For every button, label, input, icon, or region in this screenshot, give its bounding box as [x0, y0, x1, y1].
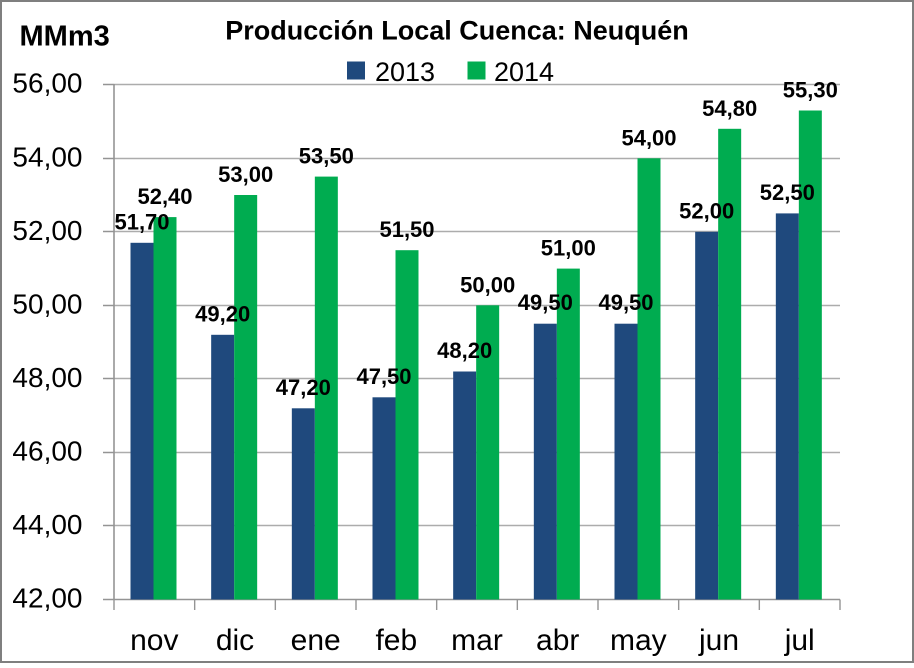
svg-text:52,00: 52,00	[12, 215, 82, 246]
svg-text:50,00: 50,00	[460, 272, 515, 297]
svg-text:49,20: 49,20	[195, 301, 250, 326]
svg-text:53,00: 53,00	[218, 162, 273, 187]
svg-text:42,00: 42,00	[12, 583, 82, 614]
svg-text:53,50: 53,50	[299, 144, 354, 169]
svg-text:mar: mar	[451, 624, 503, 657]
svg-text:51,00: 51,00	[541, 236, 596, 261]
svg-text:ene: ene	[291, 624, 341, 657]
svg-text:48,20: 48,20	[437, 338, 492, 363]
svg-text:48,00: 48,00	[12, 362, 82, 393]
svg-text:2013: 2013	[375, 57, 435, 87]
svg-text:54,80: 54,80	[702, 96, 757, 121]
svg-text:54,00: 54,00	[12, 141, 82, 172]
svg-text:Producción Local Cuenca: Neuqu: Producción Local Cuenca: Neuquén	[225, 16, 689, 46]
svg-text:MMm3: MMm3	[20, 21, 110, 53]
svg-text:55,30: 55,30	[783, 78, 838, 103]
svg-text:jun: jun	[698, 624, 739, 657]
svg-text:47,20: 47,20	[276, 375, 331, 400]
svg-text:52,00: 52,00	[679, 198, 734, 223]
svg-text:nov: nov	[130, 624, 178, 657]
svg-text:may: may	[610, 624, 667, 657]
svg-text:abr: abr	[536, 624, 579, 657]
svg-text:56,00: 56,00	[12, 68, 82, 99]
svg-text:52,50: 52,50	[760, 180, 815, 205]
svg-text:dic: dic	[216, 624, 254, 657]
svg-text:51,70: 51,70	[114, 209, 169, 234]
svg-text:54,00: 54,00	[621, 125, 676, 150]
svg-text:2014: 2014	[494, 57, 554, 87]
svg-text:51,50: 51,50	[379, 217, 434, 242]
svg-text:47,50: 47,50	[356, 364, 411, 389]
svg-text:feb: feb	[375, 624, 417, 657]
svg-text:49,50: 49,50	[518, 290, 573, 315]
svg-text:jul: jul	[784, 624, 815, 657]
svg-text:49,50: 49,50	[598, 290, 653, 315]
svg-text:50,00: 50,00	[12, 288, 82, 319]
svg-text:44,00: 44,00	[12, 509, 82, 540]
svg-text:52,40: 52,40	[137, 184, 192, 209]
svg-text:46,00: 46,00	[12, 435, 82, 466]
